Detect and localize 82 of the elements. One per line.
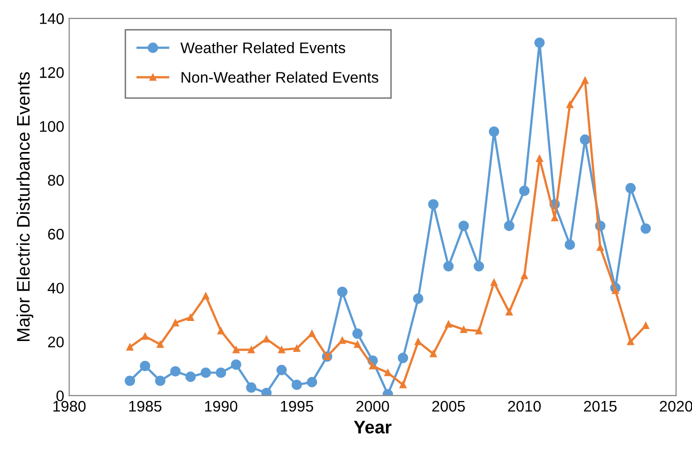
- point: [230, 359, 242, 370]
- point: [124, 376, 136, 386]
- point: [202, 292, 210, 300]
- y-tick-label: 140: [40, 13, 64, 24]
- point: [519, 186, 530, 196]
- legend-label: Weather Related Events: [180, 42, 346, 54]
- point: [216, 367, 226, 378]
- point: [187, 314, 194, 321]
- point: [627, 338, 634, 346]
- point: [156, 340, 164, 348]
- point: [398, 352, 408, 364]
- point: [292, 380, 302, 390]
- point: [458, 220, 469, 232]
- x-tick-label: 1995: [280, 400, 314, 412]
- point: [306, 376, 318, 388]
- point: [445, 320, 452, 328]
- point: [185, 372, 196, 382]
- point: [246, 382, 256, 393]
- point: [232, 346, 240, 354]
- x-tick-label: 1985: [129, 400, 162, 412]
- point: [520, 272, 528, 280]
- point: [490, 278, 498, 286]
- legend-label: Non-Weather Related Events: [182, 72, 378, 83]
- point: [200, 367, 211, 378]
- point: [293, 344, 300, 352]
- point: [642, 322, 650, 330]
- point: [504, 220, 514, 232]
- point: [338, 336, 346, 344]
- point: [566, 101, 574, 108]
- point: [354, 340, 361, 348]
- point: [142, 332, 149, 340]
- x-tick-label: 1980: [53, 400, 86, 412]
- point: [412, 293, 424, 304]
- point: [155, 376, 166, 386]
- point: [460, 326, 468, 334]
- point: [248, 346, 255, 354]
- point: [337, 286, 348, 298]
- x-tick-label: 2000: [356, 400, 390, 412]
- y-tick-label: 120: [40, 67, 64, 78]
- point: [443, 261, 454, 272]
- point: [400, 381, 406, 388]
- point: [276, 364, 287, 376]
- point: [140, 360, 150, 372]
- point: [506, 308, 513, 316]
- point: [262, 336, 270, 342]
- point: [625, 182, 636, 194]
- y-tick-label: 20: [48, 336, 64, 348]
- point: [430, 350, 437, 358]
- point: [278, 346, 286, 354]
- point: [475, 327, 482, 334]
- point: [564, 240, 576, 250]
- x-tick-label: 2005: [432, 400, 465, 412]
- point: [582, 76, 589, 84]
- x-tick-label: 2015: [584, 400, 617, 412]
- point: [126, 344, 134, 351]
- y-tick-label: 80: [48, 174, 64, 186]
- point: [170, 366, 181, 377]
- point: [414, 338, 422, 346]
- y-tick-label: 60: [48, 228, 64, 240]
- x-tick-label: 1990: [205, 400, 238, 412]
- point: [352, 328, 363, 339]
- point: [534, 37, 545, 48]
- y-tick-label: 100: [40, 121, 64, 132]
- x-tick-label: 2020: [660, 400, 692, 412]
- point: [384, 369, 392, 376]
- point: [261, 388, 272, 396]
- point: [580, 134, 590, 145]
- point: [488, 126, 500, 137]
- point: [369, 362, 376, 370]
- x-axis-title: Year: [354, 420, 392, 434]
- point: [596, 244, 604, 251]
- point: [217, 327, 224, 334]
- point: [536, 155, 544, 162]
- point: [172, 319, 179, 326]
- y-tick-label: 40: [48, 282, 64, 294]
- x-tick-label: 2010: [508, 400, 541, 412]
- point: [308, 330, 316, 338]
- point: [474, 261, 484, 272]
- point: [640, 223, 651, 234]
- point: [428, 199, 439, 210]
- y-tick-label: 0: [56, 390, 64, 402]
- y-axis-title: Major Electric Disturbance Events: [16, 72, 34, 341]
